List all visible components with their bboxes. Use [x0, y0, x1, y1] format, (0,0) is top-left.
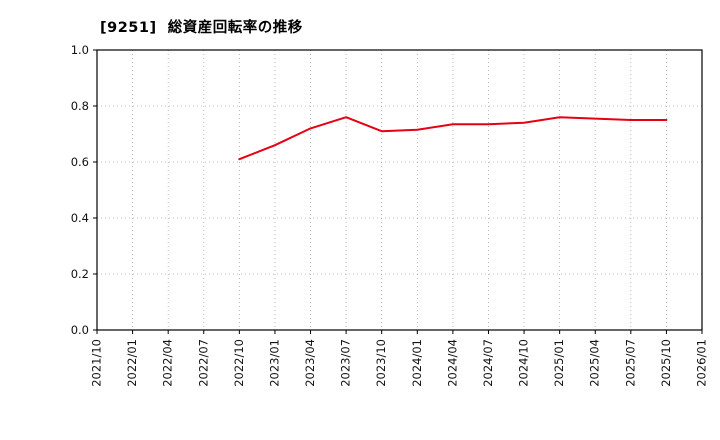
x-tick-label: 2024/04: [445, 339, 459, 387]
x-tick-labels: 2021/10 2022/01 2022/04 2022/07 2022/10 2023/…: [90, 339, 709, 387]
x-tick-label: 2023/01: [267, 339, 281, 387]
x-tick-label: 2022/07: [196, 339, 210, 387]
x-tick-label: 2023/10: [374, 339, 388, 387]
x-tick-label: 2026/01: [695, 339, 709, 387]
x-tick-label: 2023/07: [339, 339, 353, 387]
x-tick-label: 2021/10: [90, 339, 104, 387]
x-tick-label: 2025/04: [588, 339, 602, 387]
tick-marks: [93, 49, 703, 334]
y-tick-label: 0.4: [71, 211, 89, 225]
x-tick-label: 2024/07: [481, 339, 495, 387]
x-tick-label: 2025/10: [659, 339, 673, 387]
x-tick-label: 2024/10: [517, 339, 531, 387]
x-tick-label: 2022/04: [161, 339, 175, 387]
y-tick-label: 0.6: [71, 155, 89, 169]
chart-title: [9251] 総資産回転率の推移: [100, 20, 303, 36]
y-tick-label: 0.2: [71, 267, 89, 281]
y-tick-label: 0.8: [71, 99, 89, 113]
x-tick-label: 2023/04: [303, 339, 317, 387]
x-tick-label: 2025/01: [552, 339, 566, 387]
y-tick-label: 1.0: [71, 43, 89, 57]
x-tick-label: 2022/10: [232, 339, 246, 387]
x-tick-label: 2022/01: [125, 339, 139, 387]
y-tick-labels: 0.0 0.2 0.4 0.6 0.8 1.0: [71, 43, 89, 337]
y-tick-label: 0.0: [71, 323, 89, 337]
gridlines: [96, 49, 703, 331]
plot-frame: [96, 49, 703, 331]
series-line-total-asset-turnover: [238, 116, 668, 161]
x-tick-label: 2025/07: [623, 339, 637, 387]
x-tick-label: 2024/01: [410, 339, 424, 387]
